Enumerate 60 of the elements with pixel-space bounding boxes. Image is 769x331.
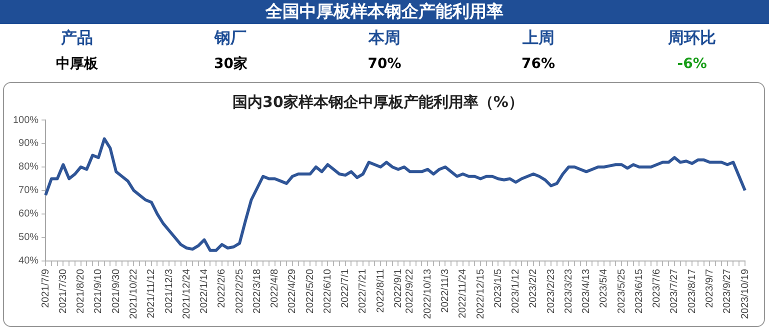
x-tick-label: 2023/2/23 bbox=[546, 268, 557, 314]
chart-subtitle: 国内30家样本钢企中厚板产能利用率（%） bbox=[232, 92, 524, 111]
x-tick-label: 2023/7/27 bbox=[669, 268, 680, 314]
text: 上周 bbox=[521, 28, 556, 49]
y-tick-label: 40% bbox=[18, 256, 39, 267]
x-tick-label: 2021/12/24 bbox=[181, 268, 192, 320]
x-tick-label: 2021/12/3 bbox=[164, 268, 175, 314]
x-tick-label: 2022/2/6 bbox=[216, 268, 228, 308]
y-tick-label: 100% bbox=[13, 114, 39, 126]
text: 钢厂 bbox=[213, 28, 248, 49]
text: 30家 bbox=[212, 54, 248, 72]
x-tick-label: 2023/9/27 bbox=[722, 268, 734, 314]
y-tick-label: 70% bbox=[18, 185, 39, 196]
x-tick-label: 2022/11/24 bbox=[458, 268, 469, 318]
x-tick-label: 2021/7/9 bbox=[40, 268, 52, 308]
x-tick-label: 2021/9/10 bbox=[93, 268, 104, 314]
x-tick-label: 2023/8/17 bbox=[686, 268, 698, 314]
chart-title: 全国中厚板样本钢企产能利用率 bbox=[0, 0, 769, 24]
y-tick-label: 50% bbox=[18, 232, 39, 244]
text: 本周 bbox=[367, 28, 402, 49]
x-tick-label: 2022/2/25 bbox=[234, 268, 246, 314]
x-tick-label: 2023/3/23 bbox=[563, 268, 574, 314]
x-tick-label: 2022/9/22 bbox=[404, 268, 416, 314]
x-tick-label: 2023/4/13 bbox=[581, 268, 592, 314]
x-tick-label: 2022/5/20 bbox=[304, 268, 316, 314]
x-tick-label: 2023/5/25 bbox=[616, 268, 628, 314]
text: 70% bbox=[366, 56, 402, 72]
text: 产品 bbox=[60, 28, 94, 49]
x-tick-label: 2022/4/29 bbox=[287, 268, 298, 314]
x-tick-label: 2022/6/10 bbox=[322, 268, 334, 314]
y-tick-label: 90% bbox=[18, 138, 39, 150]
x-tick-label: 2021/7/30 bbox=[58, 268, 69, 314]
x-tick-label: 2021/9/30 bbox=[110, 268, 122, 314]
x-tick-label: 2023/1/5 bbox=[492, 268, 504, 308]
y-tick-label: 80% bbox=[18, 162, 39, 173]
x-tick-label: 2022/1/14 bbox=[199, 268, 210, 314]
x-tick-label: 2022/7/1 bbox=[340, 268, 352, 308]
x-tick-label: 2022/4/8 bbox=[270, 268, 281, 308]
x-tick-label: 2023/6/15 bbox=[634, 268, 645, 314]
x-tick-label: 2022/12/15 bbox=[475, 268, 486, 320]
x-tick-label: 2023/9/7 bbox=[704, 268, 716, 308]
x-tick-label: 2022/3/18 bbox=[252, 268, 263, 314]
x-tick-label: 2022/8/11 bbox=[375, 268, 386, 313]
text: 76% bbox=[520, 56, 556, 72]
x-tick-label: 2022/7/21 bbox=[358, 268, 369, 314]
x-tick-label: 2023/2/2 bbox=[528, 268, 540, 308]
x-tick-label: 2023/1/12 bbox=[510, 268, 522, 314]
x-tick-label: 2023/7/6 bbox=[652, 268, 663, 308]
x-tick-label: 2023/5/4 bbox=[598, 268, 610, 308]
x-tick-label: 2023/10/19 bbox=[740, 268, 751, 320]
x-tick-label: 2021/8/20 bbox=[76, 268, 87, 314]
text: 中厚板 bbox=[54, 54, 99, 72]
x-tick-label: 2022/10/13 bbox=[422, 268, 434, 320]
text: -6% bbox=[676, 56, 708, 72]
text: 周环比 bbox=[667, 28, 718, 49]
x-tick-label: 2022/9/1 bbox=[392, 268, 404, 308]
x-tick-label: 2021/11/12 bbox=[146, 268, 158, 318]
x-tick-label: 2021/10/22 bbox=[128, 268, 140, 320]
y-tick-label: 60% bbox=[18, 208, 39, 220]
x-tick-label: 2022/11/3 bbox=[440, 268, 451, 313]
